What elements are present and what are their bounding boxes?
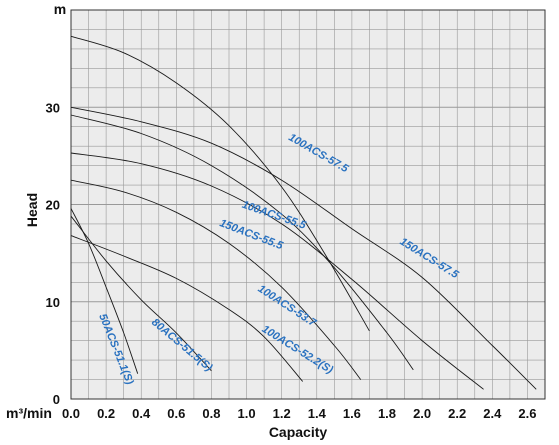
curve-150acs-55-5 (70, 152, 484, 390)
x-tick-label: 2.4 (483, 406, 502, 421)
x-axis-unit: m³/min (6, 405, 52, 421)
y-tick-label: 20 (46, 198, 60, 213)
x-tick-label: 2.6 (518, 406, 536, 421)
curve-150acs-57-5 (70, 106, 537, 390)
grid (70, 9, 546, 400)
curve-100acs-53-7 (70, 179, 362, 380)
x-tick-label: 0.8 (202, 406, 220, 421)
curve-100acs-57-5 (70, 35, 370, 332)
curve-100acs-55-5 (70, 114, 414, 371)
y-axis-unit: m (54, 1, 66, 17)
curve-80acs-51-5-s (70, 215, 212, 372)
y-tick-label: 0 (53, 392, 60, 407)
x-tick-label: 1.2 (273, 406, 291, 421)
x-tick-label: 1.6 (343, 406, 361, 421)
x-tick-label: 2.0 (413, 406, 431, 421)
axis-ticks: 0.0 0.2 0.4 0.6 0.8 1.0 1.2 1.4 1.6 1.8 2.0 2.2 2.4 2… (46, 100, 537, 421)
x-tick-label: 1.4 (308, 406, 327, 421)
x-tick-label: 0.6 (167, 406, 185, 421)
curve-100acs-52-2-s (70, 235, 304, 382)
curve-50acs-51-1-s (70, 208, 139, 374)
x-tick-label: 1.8 (378, 406, 396, 421)
x-tick-label: 0.2 (97, 406, 115, 421)
x-tick-label: 1.0 (238, 406, 256, 421)
plot-frame (70, 9, 546, 400)
y-tick-label: 30 (46, 100, 60, 115)
x-axis-title: Capacity (269, 424, 328, 440)
pump-curves (70, 35, 537, 390)
y-tick-label: 10 (46, 295, 60, 310)
x-tick-label: 0.4 (132, 406, 151, 421)
y-axis-title: Head (24, 193, 40, 227)
x-tick-label: 2.2 (448, 406, 466, 421)
x-tick-label: 0.0 (62, 406, 80, 421)
